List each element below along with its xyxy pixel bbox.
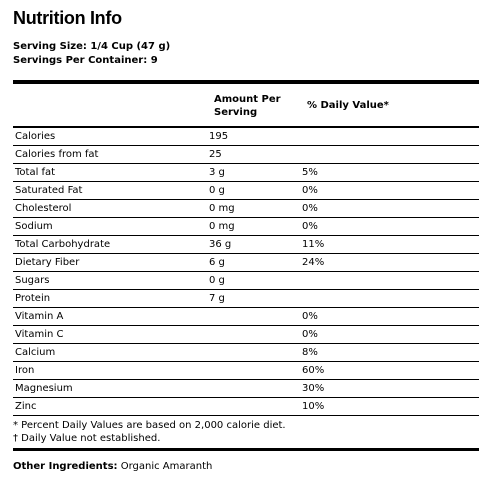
nutrient-amount: 3 g <box>209 167 225 178</box>
other-ingredients-label: Other Ingredients: <box>13 461 118 472</box>
nutrient-amount: 25 <box>209 149 222 160</box>
bottom-divider <box>13 448 479 451</box>
nutrient-amount: 36 g <box>209 239 232 250</box>
footnote-not-established: † Daily Value not established. <box>13 433 161 444</box>
nutrient-amount: 7 g <box>209 293 225 304</box>
table-row: Protein 7 g <box>13 290 479 308</box>
nutrient-name: Dietary Fiber <box>15 257 80 268</box>
nutrient-table: Calories 195 Calories from fat 25 Total fat 3… <box>13 128 479 416</box>
table-row: Saturated Fat 0 g 0% <box>13 182 479 200</box>
nutrient-daily-value: 0% <box>302 221 318 232</box>
nutrient-amount: 0 g <box>209 185 225 196</box>
daily-value-header: % Daily Value* <box>307 100 389 111</box>
nutrient-name: Total Carbohydrate <box>15 239 111 250</box>
table-row: Calcium 8% <box>13 344 479 362</box>
other-ingredients-value: Organic Amaranth <box>117 461 213 472</box>
nutrient-daily-value: 0% <box>302 311 318 322</box>
table-row: Cholesterol 0 mg 0% <box>13 200 479 218</box>
nutrient-daily-value: 0% <box>302 185 318 196</box>
nutrient-name: Zinc <box>15 401 37 412</box>
nutrient-name: Vitamin C <box>15 329 64 340</box>
table-row: Total fat 3 g 5% <box>13 164 479 182</box>
nutrient-amount: 195 <box>209 131 229 142</box>
nutrient-amount: 0 mg <box>209 203 235 214</box>
nutrient-amount: 6 g <box>209 257 225 268</box>
nutrient-name: Calories from fat <box>15 149 99 160</box>
table-row: Sugars 0 g <box>13 272 479 290</box>
top-divider <box>13 80 479 84</box>
table-row: Vitamin C 0% <box>13 326 479 344</box>
serving-size: Serving Size: 1/4 Cup (47 g) <box>13 41 171 52</box>
nutrient-amount: 0 mg <box>209 221 235 232</box>
nutrient-name: Cholesterol <box>15 203 72 214</box>
page-title: Nutrition Info <box>13 8 122 28</box>
header-divider <box>13 126 479 128</box>
nutrient-daily-value: 60% <box>302 365 325 376</box>
nutrient-name: Sodium <box>15 221 53 232</box>
footnote-daily-values: * Percent Daily Values are based on 2,00… <box>13 420 286 431</box>
nutrient-daily-value: 5% <box>302 167 318 178</box>
table-row: Calories from fat 25 <box>13 146 479 164</box>
nutrient-daily-value: 11% <box>302 239 325 250</box>
table-row: Dietary Fiber 6 g 24% <box>13 254 479 272</box>
nutrient-name: Saturated Fat <box>15 185 83 196</box>
nutrient-name: Protein <box>15 293 51 304</box>
nutrient-name: Sugars <box>15 275 50 286</box>
nutrient-daily-value: 0% <box>302 329 318 340</box>
nutrient-amount: 0 g <box>209 275 225 286</box>
table-row: Total Carbohydrate 36 g 11% <box>13 236 479 254</box>
table-row: Calories 195 <box>13 128 479 146</box>
nutrient-name: Calories <box>15 131 56 142</box>
table-row: Iron 60% <box>13 362 479 380</box>
nutrient-daily-value: 0% <box>302 203 318 214</box>
nutrient-daily-value: 8% <box>302 347 318 358</box>
nutrient-name: Calcium <box>15 347 56 358</box>
nutrient-name: Iron <box>15 365 35 376</box>
nutrient-daily-value: 10% <box>302 401 325 412</box>
nutrient-daily-value: 24% <box>302 257 325 268</box>
nutrient-name: Total fat <box>15 167 56 178</box>
nutrient-name: Magnesium <box>15 383 73 394</box>
nutrient-name: Vitamin A <box>15 311 64 322</box>
table-row: Zinc 10% <box>13 398 479 416</box>
table-row: Sodium 0 mg 0% <box>13 218 479 236</box>
table-row: Vitamin A 0% <box>13 308 479 326</box>
amount-header: Amount Per Serving <box>214 94 281 118</box>
other-ingredients: Other Ingredients: Organic Amaranth <box>13 461 212 472</box>
servings-per-container: Servings Per Container: 9 <box>13 55 158 66</box>
nutrient-daily-value: 30% <box>302 383 325 394</box>
table-row: Magnesium 30% <box>13 380 479 398</box>
